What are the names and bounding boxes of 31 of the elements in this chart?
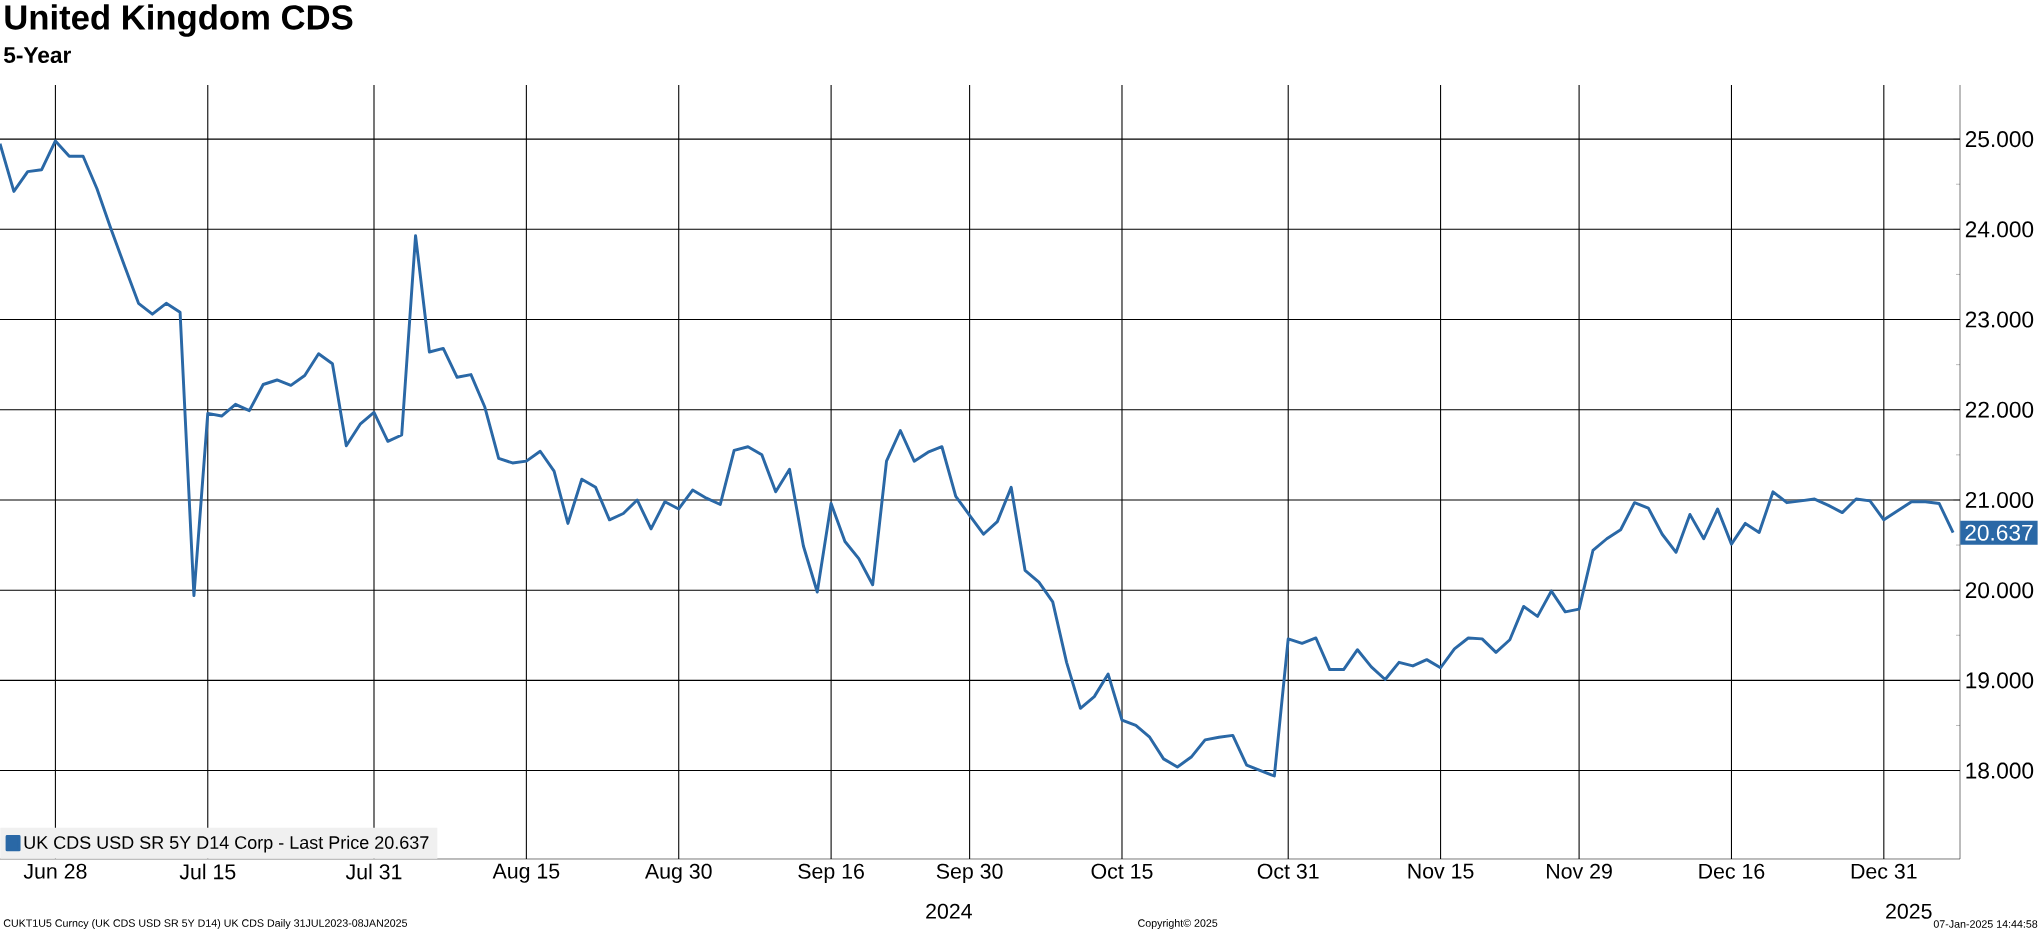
y-tick-label: 21.000 — [1965, 491, 2034, 508]
y-tick-label: 20.000 — [1965, 582, 2034, 599]
text: 2024 — [926, 903, 972, 919]
x-tick-label: Oct 31 — [1257, 863, 1319, 879]
x-tick-label: Sep 16 — [798, 863, 864, 884]
x-tick-label: Aug 30 — [644, 863, 712, 884]
chart-title: United Kingdom CDS — [5, 4, 353, 37]
y-tick-label: 22.000 — [1965, 401, 2034, 418]
line-series — [0, 139, 1955, 778]
y-tick-label: 23.000 — [1965, 311, 2034, 328]
y-tick-label: 24.000 — [1965, 221, 2034, 238]
y-tick-label: 25.000 — [1965, 131, 2034, 148]
text: Copyright© 2025 — [1138, 919, 1218, 929]
x-tick-label: Jul 31 — [345, 863, 402, 880]
text: 2025 — [1886, 903, 1932, 919]
x-tick-label: Nov 29 — [1547, 863, 1612, 879]
text: CUKT1U5 Curncy (UK CDS USD SR 5Y D14) UK CDS Daily 31JUL2023-08JAN2025 — [3, 919, 408, 929]
x-tick-label: Aug 15 — [492, 863, 560, 883]
y-tick-label: 19.000 — [1966, 672, 2034, 689]
x-tick-label: Nov 15 — [1408, 863, 1474, 879]
chart-subtitle: 5-Year — [3, 47, 71, 64]
x-tick-label: Jun 28 — [23, 863, 87, 879]
x-tick-label: Jul 15 — [179, 863, 236, 880]
y-tick-label: 18.000 — [1966, 762, 2034, 779]
x-tick-label: Dec 16 — [1699, 863, 1765, 879]
legend-label: UK CDS USD SR 5Y D14 Corp - Last Price 20.637 — [24, 835, 429, 853]
text: 07-Jan-2025 14:44:58 — [1933, 920, 2038, 928]
x-tick-label: Sep 30 — [936, 863, 1003, 884]
x-tick-label: Oct 15 — [1091, 863, 1153, 879]
x-tick-label: Dec 31 — [1851, 863, 1917, 879]
data-label: 20.637 — [1965, 524, 2033, 541]
